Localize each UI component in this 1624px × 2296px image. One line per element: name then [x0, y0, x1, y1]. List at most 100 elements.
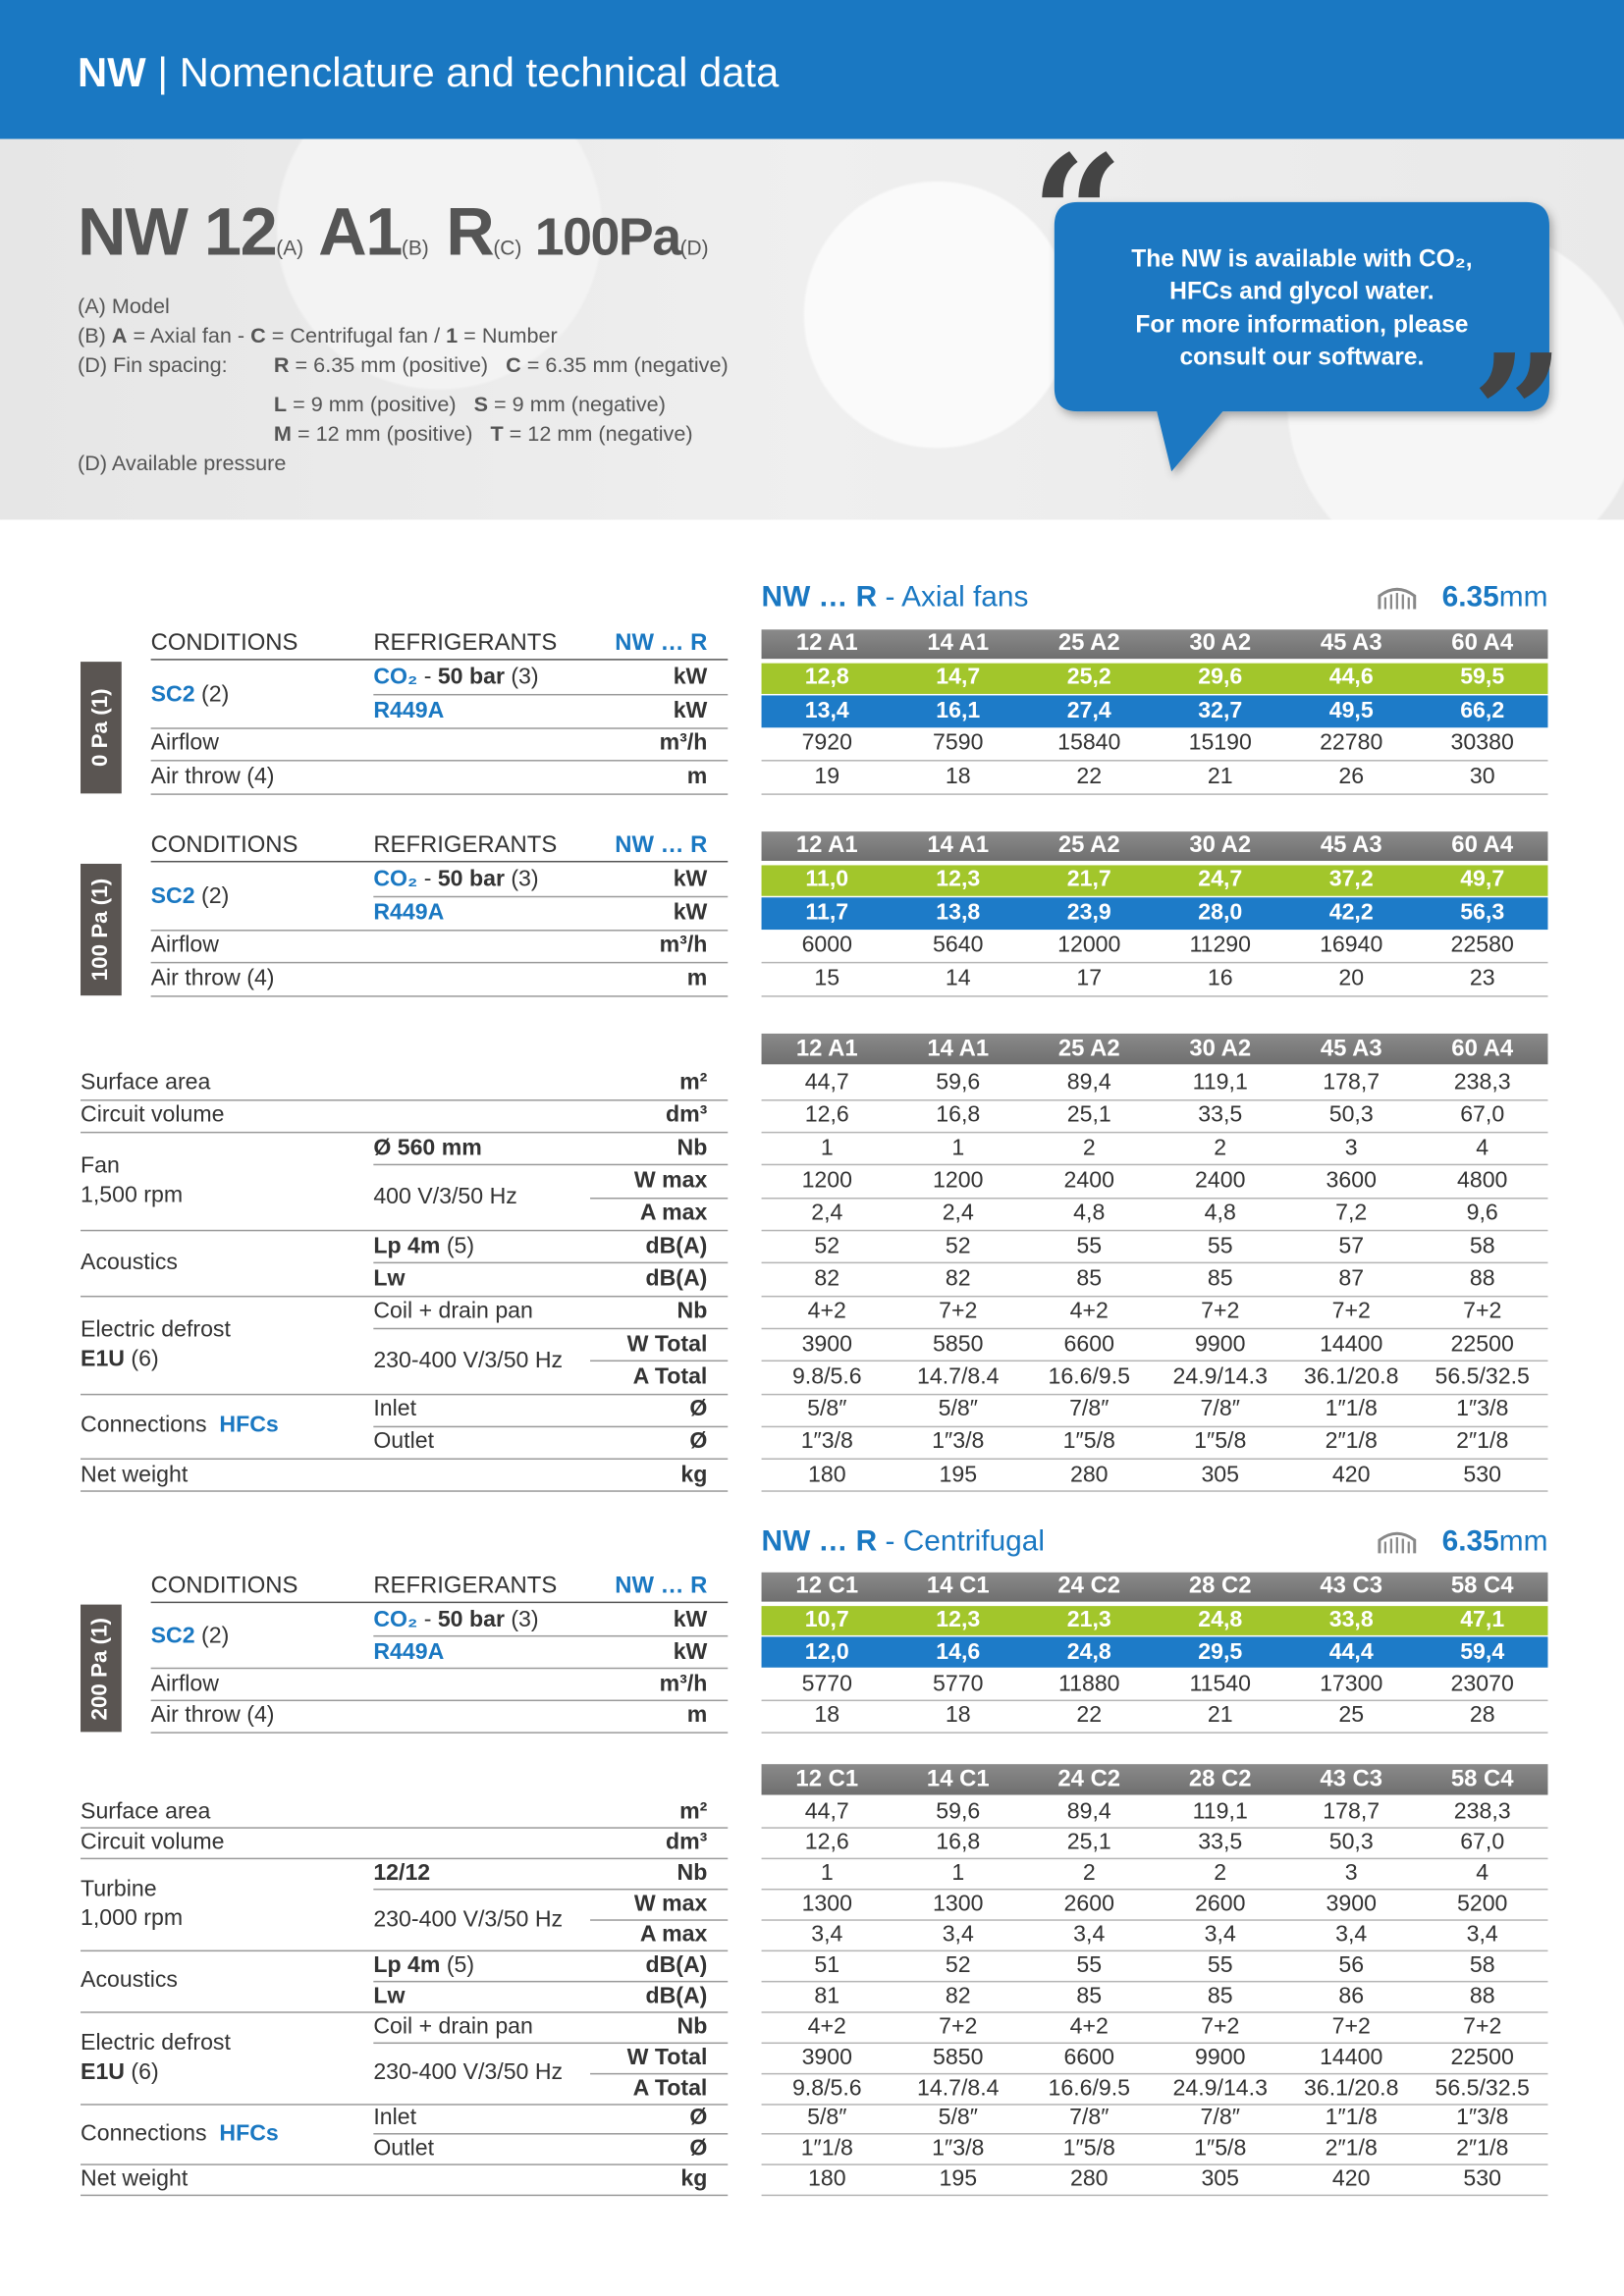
cell-value: 7+2	[1201, 2013, 1240, 2040]
cell-value: 18	[945, 1702, 971, 1729]
row-label: SC2 (2)	[151, 680, 737, 710]
fin-option: R = 6.35 mm (positive) C = 6.35 mm (nega…	[274, 351, 729, 381]
cell-value: 55	[1076, 1952, 1103, 1978]
cell-value: 12,3	[936, 867, 981, 892]
cell-value: 2400	[1195, 1168, 1246, 1194]
sub-label: Coil + drain pan	[373, 2012, 959, 2042]
row-label: Circuit volume	[81, 1829, 667, 1858]
sub-label: Coil + drain pan	[373, 1298, 959, 1327]
cell-value: 17	[1076, 965, 1103, 991]
cell-value: 58	[1469, 1233, 1495, 1259]
sub-label: 400 V/3/50 Hz	[373, 1183, 959, 1212]
cell-value: 1″3/8	[1456, 1397, 1509, 1422]
cell-value: 33,5	[1198, 1830, 1243, 1856]
cell-value: 178,7	[1323, 1799, 1380, 1825]
unit: kW	[673, 1607, 708, 1632]
row-fill	[761, 695, 1548, 727]
sub-label: R449A	[373, 898, 959, 928]
row-label: Electric defrost	[81, 2029, 667, 2058]
cell-value: 29,6	[1198, 665, 1243, 690]
cell-value: 4800	[1456, 1168, 1508, 1194]
rule	[761, 2103, 1548, 2105]
cell-value: 4+2	[807, 2013, 846, 2040]
text-segment: CO₂	[373, 1607, 418, 1632]
row-label: 1,500 rpm	[81, 1182, 667, 1211]
rule	[761, 1980, 1548, 1983]
section-title: NW … R - Centrifugal	[762, 1522, 1045, 1561]
text-segment: (6)	[125, 2058, 159, 2085]
text-segment: Surface area	[81, 1070, 211, 1095]
unit: A Total	[632, 2075, 708, 2101]
row-label: Connections HFCs	[81, 1412, 667, 1441]
column-header: REFRIGERANTS	[373, 1574, 558, 1599]
text-segment: Air throw (4)	[150, 965, 275, 991]
text-segment: Lw	[373, 1266, 406, 1292]
text-segment: 230-400 V/3/50 Hz	[373, 1906, 564, 1933]
text-segment: 12/12	[373, 1860, 431, 1887]
cell-value: 5/8″	[807, 1397, 847, 1422]
column-header: REFRIGERANTS	[373, 630, 558, 657]
cell-value: 2	[1082, 1135, 1096, 1161]
text-segment: = 12 mm (positive)	[291, 423, 491, 447]
cell-value: 7+2	[1331, 1299, 1371, 1324]
bubble-shape	[1054, 201, 1549, 472]
text-segment: Air throw (4)	[150, 1702, 275, 1729]
rule	[373, 895, 729, 898]
model-header-bar	[761, 1572, 1548, 1602]
cell-value: 14,6	[936, 1638, 981, 1665]
rule	[761, 1262, 1548, 1264]
cell-value: 195	[939, 2166, 978, 2193]
fin-spacing: 6.35mm	[1255, 1522, 1548, 1561]
cell-value: 5/8″	[938, 1397, 978, 1422]
cell-value: 7+2	[1463, 1299, 1502, 1324]
text-segment: C	[506, 353, 521, 378]
column-header: CONDITIONS	[150, 832, 298, 858]
cell-value: 305	[1201, 2166, 1240, 2193]
sub-label: Outlet	[373, 1428, 959, 1458]
cell-value: 9.8/5.6	[791, 2075, 862, 2101]
unit: dB(A)	[645, 1952, 708, 1978]
text-segment: Air throw (4)	[150, 764, 275, 789]
text-segment: CO₂	[373, 867, 418, 892]
model-name: 30 A2	[1189, 832, 1252, 858]
cell-value: 23	[1469, 965, 1495, 991]
fin-option: M = 12 mm (positive) T = 12 mm (negative…	[274, 420, 693, 450]
sub-label: Lw	[373, 1982, 959, 2011]
rule	[590, 1197, 729, 1200]
model-name: 45 A3	[1320, 630, 1382, 657]
cell-value: 59,5	[1460, 665, 1505, 690]
row-label: E1U (6)	[81, 2057, 667, 2087]
row-label: Surface area	[81, 1798, 667, 1828]
text-segment: 1,500 rpm	[81, 1183, 184, 1208]
cell-value: 7590	[933, 730, 984, 756]
row-label: Airflow	[151, 729, 737, 759]
text-segment: (3)	[504, 1607, 539, 1632]
pressure-label: 0 Pa (1)	[87, 688, 113, 768]
cell-value: 58	[1469, 1952, 1495, 1978]
cell-value: 7/8″	[1200, 2106, 1240, 2131]
cell-value: 7+2	[1463, 2013, 1502, 2040]
cell-value: 1	[951, 1135, 965, 1161]
unit: kW	[673, 665, 708, 690]
text-segment: Turbine	[81, 1877, 157, 1902]
row-label: Air throw (4)	[151, 763, 737, 792]
text-segment: Inlet	[373, 2106, 417, 2131]
unit: m	[686, 1702, 708, 1729]
cell-value: 14400	[1320, 1331, 1383, 1357]
model-name: 30 A2	[1189, 1036, 1252, 1061]
rule	[373, 2133, 729, 2136]
text-segment: = Axial fan -	[127, 325, 251, 348]
fin-spacing-label: (D) Fin spacing:	[78, 353, 228, 378]
model-name: 14 C1	[926, 1766, 990, 1791]
text-segment: R	[273, 353, 290, 378]
sub-label: Ø 560 mm	[373, 1134, 959, 1163]
rule	[761, 1360, 1548, 1362]
row-fill	[761, 1605, 1548, 1636]
rule	[81, 1949, 729, 1952]
cell-value: 5770	[933, 1671, 984, 1696]
cell-value: 88	[1469, 1983, 1495, 2009]
cell-value: 1	[820, 1860, 834, 1887]
cell-value: 67,0	[1460, 1830, 1505, 1856]
cell-value: 22	[1076, 764, 1103, 789]
cell-value: 3	[1344, 1860, 1358, 1887]
